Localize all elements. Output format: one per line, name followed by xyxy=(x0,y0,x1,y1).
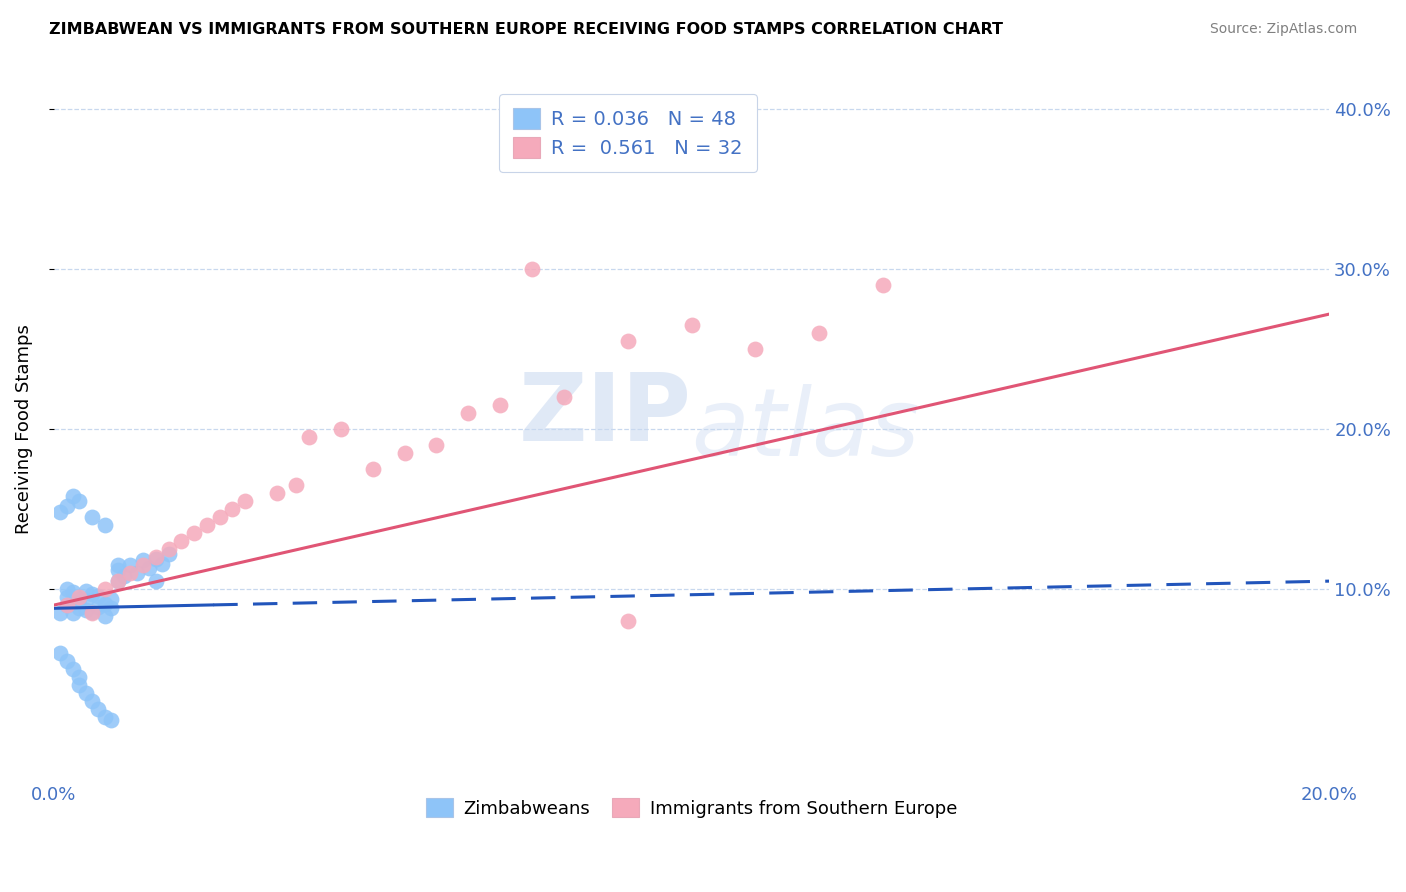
Point xyxy=(107,558,129,573)
Text: atlas: atlas xyxy=(692,384,920,475)
Point xyxy=(100,591,122,606)
Point xyxy=(145,574,167,588)
Point xyxy=(55,590,77,604)
Point xyxy=(120,558,142,573)
Point xyxy=(208,510,231,524)
Point xyxy=(616,614,638,628)
Point xyxy=(49,646,72,660)
Point xyxy=(67,591,90,606)
Point xyxy=(75,593,97,607)
Point xyxy=(100,601,122,615)
Point xyxy=(87,599,110,614)
Point xyxy=(233,494,256,508)
Point xyxy=(94,609,117,624)
Point xyxy=(150,557,173,571)
Point xyxy=(681,318,703,333)
Point xyxy=(157,547,180,561)
Point xyxy=(170,534,193,549)
Point xyxy=(266,486,288,500)
Point xyxy=(62,595,84,609)
Y-axis label: Receiving Food Stamps: Receiving Food Stamps xyxy=(15,325,32,534)
Point xyxy=(107,574,129,588)
Point xyxy=(62,585,84,599)
Point xyxy=(82,510,104,524)
Point xyxy=(62,662,84,676)
Point xyxy=(55,499,77,513)
Point xyxy=(329,422,352,436)
Text: ZIP: ZIP xyxy=(519,369,692,461)
Point xyxy=(55,582,77,596)
Point xyxy=(157,542,180,557)
Text: ZIMBABWEAN VS IMMIGRANTS FROM SOUTHERN EUROPE RECEIVING FOOD STAMPS CORRELATION : ZIMBABWEAN VS IMMIGRANTS FROM SOUTHERN E… xyxy=(49,22,1004,37)
Point xyxy=(67,601,90,615)
Point xyxy=(520,262,543,277)
Point xyxy=(107,563,129,577)
Point xyxy=(285,478,308,492)
Point xyxy=(138,561,160,575)
Point xyxy=(112,569,135,583)
Point xyxy=(489,398,512,412)
Point xyxy=(808,326,831,341)
Point xyxy=(87,702,110,716)
Point xyxy=(298,430,321,444)
Text: Source: ZipAtlas.com: Source: ZipAtlas.com xyxy=(1209,22,1357,37)
Point xyxy=(616,334,638,349)
Point xyxy=(553,390,575,404)
Point xyxy=(457,406,479,420)
Point xyxy=(145,550,167,565)
Point xyxy=(67,494,90,508)
Point xyxy=(120,566,142,581)
Point xyxy=(67,590,90,604)
Point xyxy=(49,505,72,519)
Point xyxy=(82,605,104,619)
Point xyxy=(55,598,77,612)
Point xyxy=(361,462,384,476)
Point xyxy=(125,566,148,581)
Point xyxy=(872,278,894,293)
Point xyxy=(75,583,97,598)
Point xyxy=(145,551,167,566)
Point xyxy=(132,558,155,573)
Point xyxy=(94,582,117,596)
Point xyxy=(55,654,77,668)
Point xyxy=(94,518,117,533)
Point xyxy=(67,670,90,684)
Point xyxy=(94,710,117,724)
Point xyxy=(55,598,77,612)
Point xyxy=(221,502,243,516)
Point xyxy=(49,606,72,620)
Point xyxy=(94,597,117,611)
Legend: Zimbabweans, Immigrants from Southern Europe: Zimbabweans, Immigrants from Southern Eu… xyxy=(419,790,965,825)
Point xyxy=(744,343,766,357)
Point xyxy=(132,553,155,567)
Point xyxy=(87,589,110,603)
Point xyxy=(394,446,416,460)
Point xyxy=(195,518,218,533)
Point xyxy=(183,526,205,541)
Point xyxy=(100,713,122,727)
Point xyxy=(75,686,97,700)
Point xyxy=(425,438,447,452)
Point xyxy=(62,489,84,503)
Point xyxy=(75,603,97,617)
Point xyxy=(82,694,104,708)
Point xyxy=(82,606,104,620)
Point xyxy=(67,678,90,692)
Point xyxy=(107,574,129,588)
Point xyxy=(82,587,104,601)
Point xyxy=(62,606,84,620)
